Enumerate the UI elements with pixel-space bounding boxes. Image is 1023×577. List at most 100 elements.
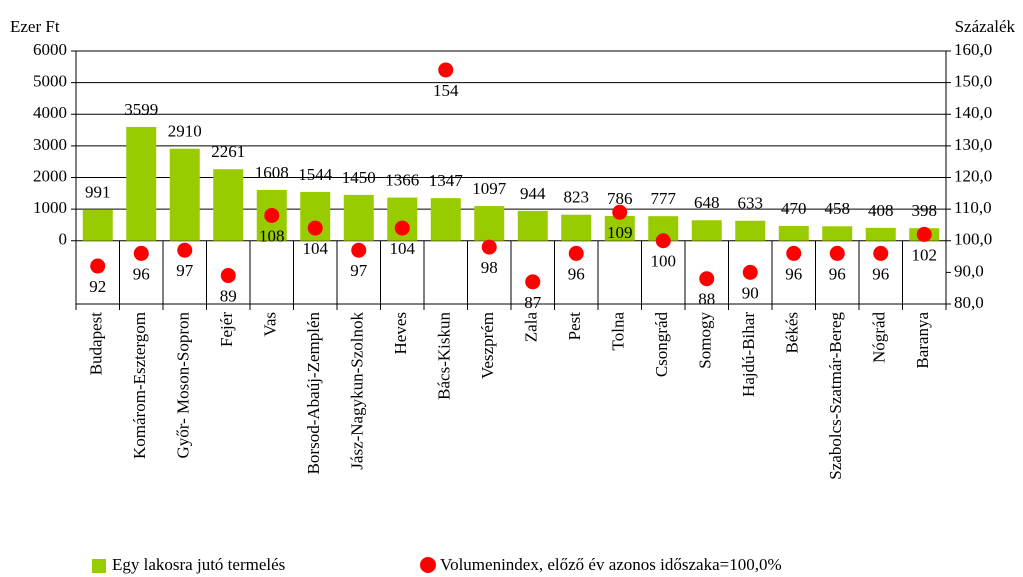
dot-value-label: 96 [829,264,846,283]
bar [213,169,244,241]
dot [612,204,628,220]
y2-tick-label: 110,0 [954,198,992,217]
bar [691,220,722,241]
y2-tick-label: 80,0 [954,293,984,312]
bar [343,194,374,241]
bar [778,225,809,241]
dot [394,220,410,236]
dot [916,226,932,242]
dot [525,274,541,290]
dot-value-label: 98 [481,258,498,277]
dot-value-label: 96 [133,264,150,283]
x-tick-label: Komárom-Esztergom [130,312,149,459]
dot [742,264,758,280]
dot-value-label: 96 [785,264,802,283]
bar-value-label: 991 [85,182,111,201]
dot [699,271,715,287]
dot-value-label: 89 [220,286,237,305]
dot [177,242,193,258]
x-tick-label: Borsod-Abaúj-Zemplén [304,312,323,475]
bar-value-label: 633 [738,194,764,213]
y-tick-label: 5000 [33,72,67,91]
y-tick-label: 2000 [33,166,67,185]
bar-value-label: 944 [520,184,546,203]
x-tick-label: Csongrád [652,312,671,378]
y2-tick-label: 160,0 [954,40,992,59]
bar-value-label: 777 [651,189,677,208]
x-tick-label: Nógrád [870,312,889,363]
legend-swatch [420,557,436,573]
bar [735,220,766,241]
bar [561,214,592,241]
y2-tick-label: 90,0 [954,261,984,280]
x-tick-label: Tolna [609,312,628,351]
bar-value-label: 1366 [385,170,419,189]
y2-tick-label: 150,0 [954,72,992,91]
bar-value-label: 2910 [168,122,202,141]
bar-value-label: 823 [564,188,590,207]
dot [655,233,671,249]
x-tick-label: Veszprém [478,312,497,379]
dot-value-label: 88 [698,290,715,309]
x-tick-label: Győr- Moson-Sopron [174,312,193,459]
x-tick-label: Pest [565,312,584,341]
dot-value-label: 92 [89,277,106,296]
bar-value-label: 1347 [429,171,464,190]
x-tick-label: Somogy [696,312,715,369]
dot-value-label: 90 [742,283,759,302]
dot [786,245,802,261]
y-axis-title: Ezer Ft [10,17,60,36]
dot-value-label: 97 [350,261,368,280]
x-tick-label: Bács-Kiskun [435,312,454,400]
dot [438,62,454,78]
y-tick-label: 6000 [33,40,67,59]
dot-value-label: 102 [912,245,938,264]
y-tick-label: 4000 [33,103,67,122]
bar-value-label: 1544 [298,165,333,184]
x-tick-label: Fejér [217,312,236,347]
bar-value-label: 648 [694,193,720,212]
y-tick-label: 1000 [33,198,67,217]
y2-axis-title: Százalék [955,17,1016,36]
dot-value-label: 109 [607,223,633,242]
bar-value-label: 408 [868,201,894,220]
dot [264,207,280,223]
x-tick-label: Zala [522,312,541,343]
dot [568,245,584,261]
y2-tick-label: 130,0 [954,135,992,154]
x-tick-label: Budapest [87,312,106,376]
dot-value-label: 100 [651,252,677,271]
x-tick-label: Jász-Nagykun-Szolnok [348,312,367,470]
y2-tick-label: 120,0 [954,166,992,185]
bar [517,210,548,241]
dot [351,242,367,258]
bar-value-label: 398 [912,201,938,220]
bar-value-label: 470 [781,199,807,218]
x-tick-label: Baranya [913,312,932,369]
dot-value-label: 96 [872,264,889,283]
bar-value-label: 458 [825,199,851,218]
bar [126,126,157,241]
dot [829,245,845,261]
legend-label: Volumenindex, előző év azonos időszaka=1… [440,555,782,574]
dot-value-label: 87 [524,293,542,312]
y-tick-label: 3000 [33,135,67,154]
dot-value-label: 104 [303,239,329,258]
y2-tick-label: 100,0 [954,230,992,249]
x-tick-label: Vas [261,312,280,337]
dot [133,245,149,261]
x-tick-label: Szabolcs-Szatmár-Bereg [826,312,845,480]
dot [481,239,497,255]
x-tick-label: Békés [783,312,802,354]
dot-value-label: 96 [568,264,585,283]
x-tick-label: Hajdú-Bihar [739,312,758,397]
bar [604,215,635,241]
bar [865,227,896,241]
bar [169,148,200,241]
dot [873,245,889,261]
dot [220,268,236,284]
bar [822,226,853,241]
legend-swatch [92,559,106,573]
dot [307,220,323,236]
